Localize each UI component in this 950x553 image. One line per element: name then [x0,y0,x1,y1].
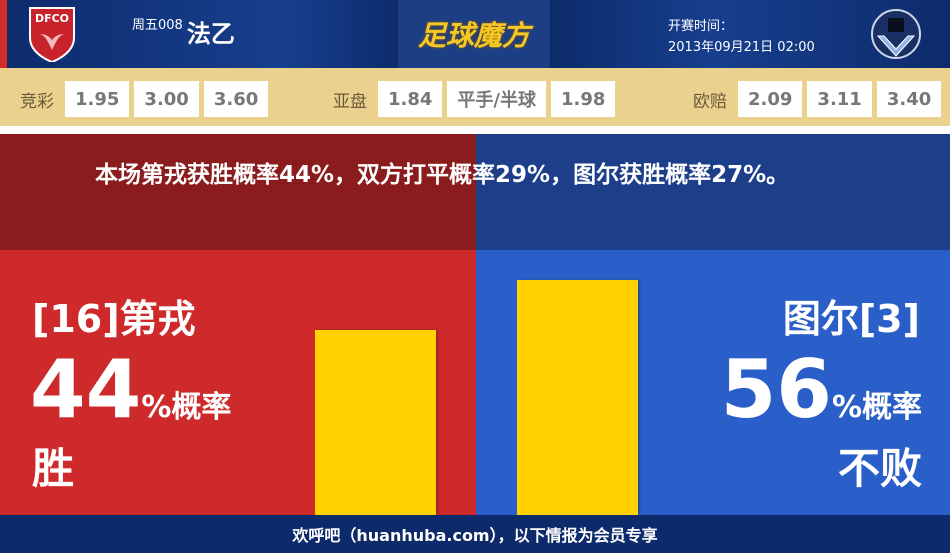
away-panel: 图尔[3] 56%概率 不败 [476,250,950,515]
probability-summary: 本场第戎获胜概率44%，双方打平概率29%，图尔获胜概率27%。 [95,162,790,188]
away-team-logo [871,9,921,59]
away-team-name: 图尔[3] [782,297,920,341]
odds-group-european: 欧赔 2.09 3.11 3.40 [693,81,942,117]
odds-value: 3.11 [807,81,872,117]
odds-value: 1.98 [551,81,616,117]
home-probability-bar [315,330,436,515]
odds-value: 1.95 [65,81,130,117]
header: DFCO 周五008 法乙 足球魔方 开赛时间： 2013年09月21日 02:0… [0,0,950,68]
odds-bar: 竞彩 1.95 3.00 3.60 亚盘 1.84 平手/半球 1.98 欧赔 … [0,68,950,130]
match-info: 周五008 法乙 [132,14,235,49]
match-number: 周五008 [132,18,183,33]
odds-handicap: 平手/半球 [447,81,546,117]
brand-logo: 足球魔方 [398,0,550,68]
home-pct-unit: %概率 [141,390,232,425]
home-team-logo: DFCO [29,7,75,62]
accent-stripe [0,0,7,68]
league-name: 法乙 [186,20,235,48]
home-pct-value: 44 [30,343,142,436]
odds-group-jingcai: 竞彩 1.95 3.00 3.60 [20,81,269,117]
summary-panel-right [476,134,950,250]
away-probability-bar [517,279,638,515]
odds-label: 亚盘 [333,91,367,112]
summary-panel-left [0,134,476,250]
kickoff-label: 开赛时间： [668,19,734,34]
odds-value: 3.00 [134,81,199,117]
home-result: 胜 [32,444,75,493]
away-pct-unit: %概率 [831,390,922,425]
odds-value: 1.84 [378,81,443,117]
home-panel: [16]第戎 44%概率 胜 [0,250,476,515]
home-probability: 44%概率 [30,350,231,448]
kickoff-info: 开赛时间： 2013年09月21日 02:00 [668,16,815,58]
home-team-name: [16]第戎 [32,297,196,341]
away-pct-value: 56 [720,343,832,436]
odds-label: 欧赔 [693,91,727,112]
svg-text:DFCO: DFCO [35,12,69,25]
odds-value: 3.60 [203,81,269,117]
odds-group-asian: 亚盘 1.84 平手/半球 1.98 [333,81,616,117]
odds-label: 竞彩 [20,91,54,112]
away-probability: 56%概率 [721,350,922,448]
odds-value: 3.40 [876,81,942,117]
kickoff-time: 2013年09月21日 02:00 [668,40,815,55]
away-result: 不败 [837,444,922,493]
footer-banner[interactable]: 欢呼吧（huanhuba.com），以下情报为会员专享 [0,515,950,553]
odds-value: 2.09 [738,81,803,117]
